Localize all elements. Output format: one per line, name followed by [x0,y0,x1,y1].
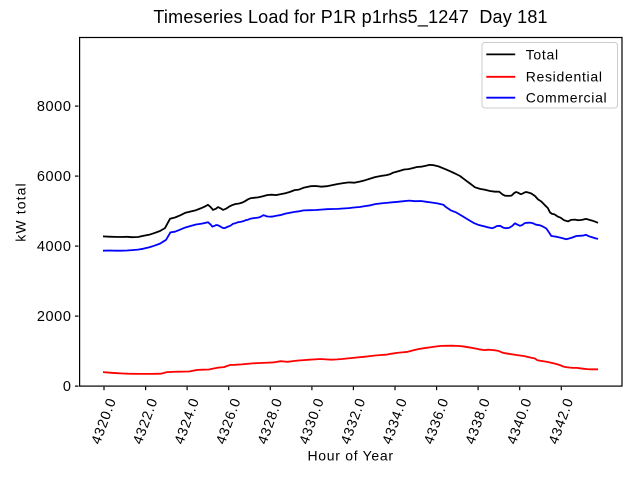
svg-text:2000: 2000 [37,309,72,325]
svg-text:Timeseries Load for P1R p1rhs5: Timeseries Load for P1R p1rhs5_1247 Day … [153,7,547,28]
svg-text:Residential: Residential [526,69,603,85]
svg-text:kW total: kW total [13,182,29,241]
svg-text:4000: 4000 [37,239,72,255]
svg-text:Total: Total [526,47,559,63]
svg-text:Commercial: Commercial [526,90,608,106]
svg-text:0: 0 [63,379,72,395]
svg-text:Hour of Year: Hour of Year [307,448,393,464]
svg-text:8000: 8000 [37,99,72,115]
svg-text:6000: 6000 [37,169,72,185]
